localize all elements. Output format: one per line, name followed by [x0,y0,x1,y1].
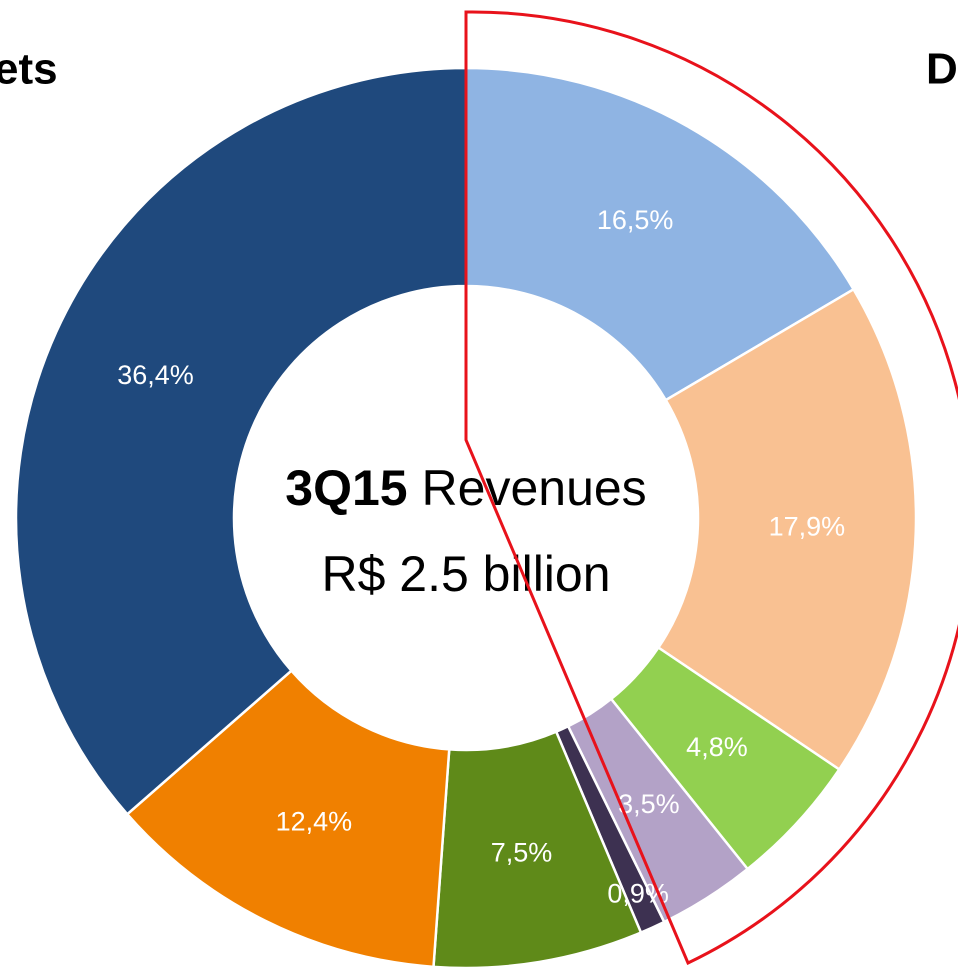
value-label: 17,9% [769,511,846,541]
slice [656,287,918,772]
highlight-outline [464,10,958,966]
title-bold: 3Q15 [285,460,407,516]
title: Revenues [422,460,647,516]
center-title: 3Q15 Revenues [285,460,646,516]
value-label: 3,5% [618,789,680,819]
annotation: D [926,45,958,94]
value-label: 7,5% [491,838,553,868]
slice [14,66,468,817]
value-label: 12,4% [276,806,353,836]
value-label: 36,4% [117,360,194,390]
slice [464,66,856,402]
center-subtitle: R$ 2.5 billion [321,546,610,602]
value-label: 16,5% [597,205,674,235]
slices [14,66,918,968]
labels: 16,5%17,9%4,8%3,5%0,9%7,5%12,4%36,4% [117,205,845,909]
annotation: ets [0,45,58,94]
value-label: 4,8% [686,732,748,762]
